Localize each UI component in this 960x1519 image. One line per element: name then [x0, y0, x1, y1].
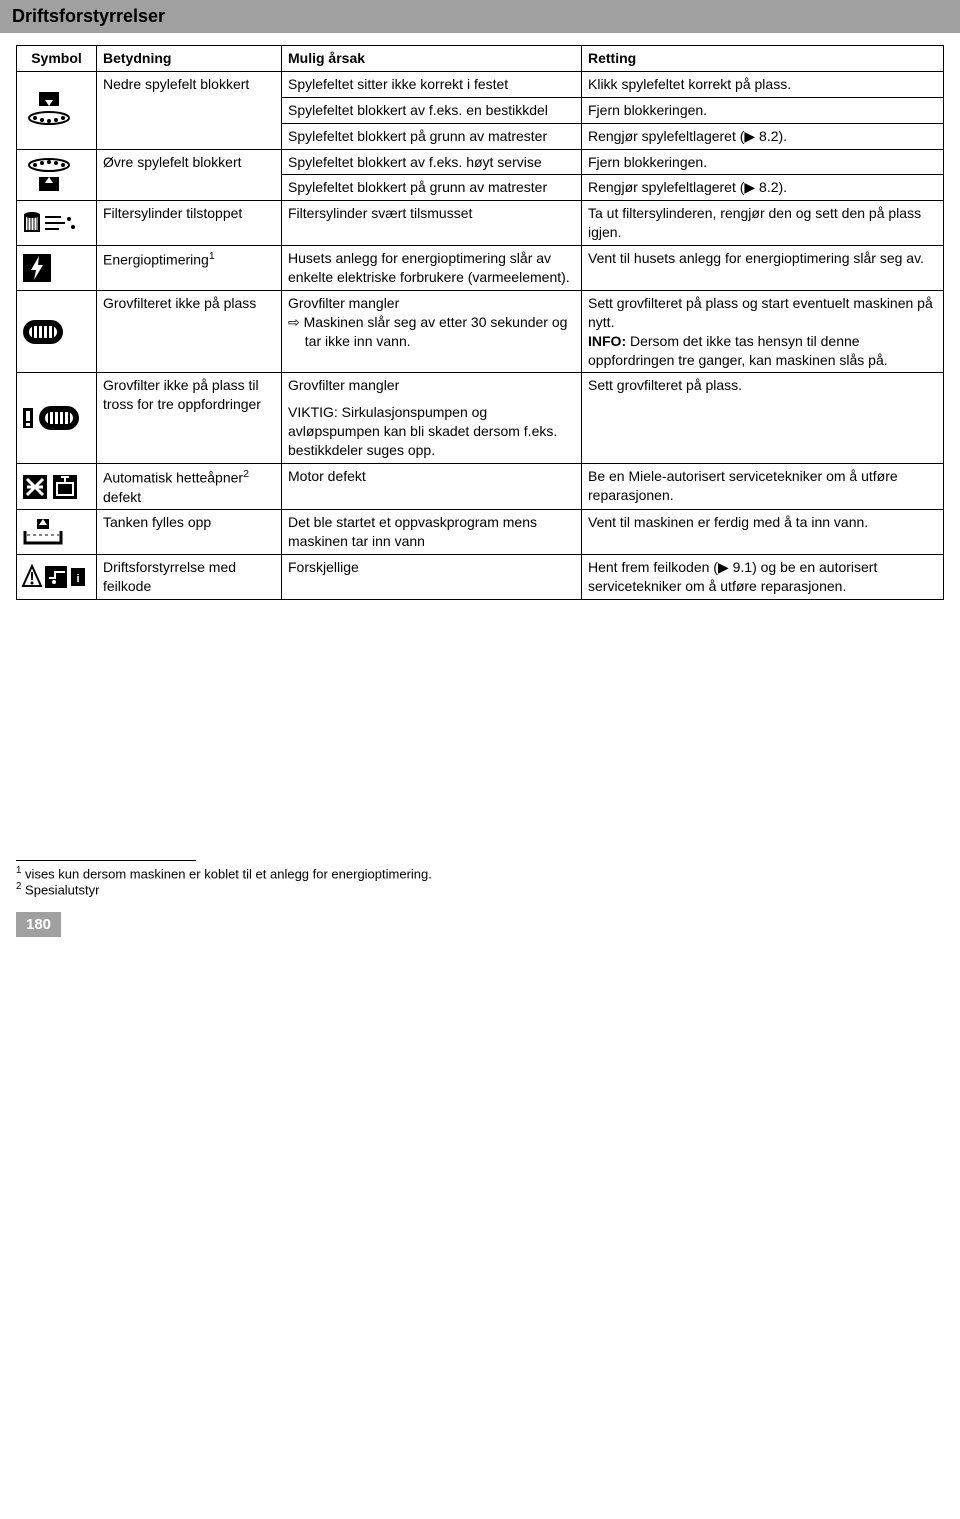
col-retting: Retting: [582, 46, 944, 72]
symbol-cell: [17, 71, 97, 149]
footnotes: 1 vises kun dersom maskinen er koblet ti…: [0, 860, 960, 898]
betydning-cell: Automatisk hetteåpner2 defekt: [97, 464, 282, 510]
betydning-cell: Driftsforstyrrelse med feilkode: [97, 555, 282, 600]
retting-line: Sett grovfilteret på plass og start even…: [588, 294, 937, 332]
betydning-text: Automatisk hetteåpner: [103, 470, 243, 486]
arsak-cell: Spylefeltet blokkert på grunn av matrest…: [282, 123, 582, 149]
arsak-line: VIKTIG: Sirkulasjonspumpen og avløpspump…: [288, 403, 575, 460]
retting-cell: Fjern blokkeringen.: [582, 149, 944, 175]
symbol-cell: [17, 510, 97, 555]
info-text: Dersom det ikke tas hensyn til denne opp…: [588, 333, 888, 368]
footnote-text: Spesialutstyr: [21, 883, 99, 898]
filter-cylinder-icon: [21, 209, 81, 237]
table-row: Øvre spylefelt blokkert Spylefeltet blok…: [17, 149, 944, 175]
table-row: Energioptimering1 Husets anlegg for ener…: [17, 246, 944, 291]
energy-icon: [21, 252, 53, 284]
symbol-cell: [17, 373, 97, 464]
table-row: Nedre spylefelt blokkert Spylefeltet sit…: [17, 71, 944, 97]
tank-fill-icon: [21, 517, 65, 547]
retting-line: INFO: Dersom det ikke tas hensyn til den…: [588, 332, 937, 370]
footnote-line: 1 vises kun dersom maskinen er koblet ti…: [16, 865, 944, 881]
table-row: i Driftsforstyrrelse med feilkode Forskj…: [17, 555, 944, 600]
table-row: Automatisk hetteåpner2 defekt Motor defe…: [17, 464, 944, 510]
footnote-text: vises kun dersom maskinen er koblet til …: [21, 866, 431, 881]
arsak-cell: Spylefeltet blokkert av f.eks. høyt serv…: [282, 149, 582, 175]
page-number: 180: [16, 912, 61, 937]
footnote-ref: 2: [243, 468, 249, 480]
arsak-cell: Forskjellige: [282, 555, 582, 600]
arsak-cell: Spylefeltet blokkert av f.eks. en bestik…: [282, 97, 582, 123]
retting-cell: Be en Miele-autorisert servicetekniker o…: [582, 464, 944, 510]
table-row: Grovfilter ikke på plass til tross for t…: [17, 373, 944, 464]
betydning-cell: Tanken fylles opp: [97, 510, 282, 555]
symbol-cell: [17, 201, 97, 246]
col-symbol: Symbol: [17, 46, 97, 72]
fault-table: Symbol Betydning Mulig årsak Retting Ned…: [16, 45, 944, 600]
arsak-cell: Husets anlegg for energioptimering slår …: [282, 246, 582, 291]
retting-cell: Klikk spylefeltet korrekt på plass.: [582, 71, 944, 97]
symbol-cell: [17, 246, 97, 291]
upper-spray-blocked-icon: [21, 155, 77, 195]
retting-cell: Vent til maskinen er ferdig med å ta inn…: [582, 510, 944, 555]
arsak-line: Grovfilter mangler: [288, 376, 575, 395]
arsak-cell: Filtersylinder svært tilsmusset: [282, 201, 582, 246]
lower-spray-blocked-icon: [21, 90, 77, 130]
betydning-cell: Nedre spylefelt blokkert: [97, 71, 282, 149]
retting-cell: Rengjør spylefeltlageret (▶ 8.2).: [582, 123, 944, 149]
fault-code-icon: i: [21, 564, 89, 590]
arsak-cell: Motor defekt: [282, 464, 582, 510]
auto-hood-defect-icon: [21, 473, 81, 501]
arsak-cell: Spylefeltet sitter ikke korrekt i festet: [282, 71, 582, 97]
footnote-divider: [16, 860, 196, 861]
table-header-row: Symbol Betydning Mulig årsak Retting: [17, 46, 944, 72]
coarse-filter-icon: [21, 318, 65, 346]
retting-cell: Hent frem feilkoden (▶ 9.1) og be en aut…: [582, 555, 944, 600]
spacer: [288, 395, 575, 403]
retting-cell: Ta ut filtersylinderen, rengjør den og s…: [582, 201, 944, 246]
arsak-cell: Det ble startet et oppvaskprogram mens m…: [282, 510, 582, 555]
retting-cell: Rengjør spylefeltlageret (▶ 8.2).: [582, 175, 944, 201]
arsak-cell: Grovfilter mangler ⇨ Maskinen slår seg a…: [282, 290, 582, 373]
footnote-line: 2 Spesialutstyr: [16, 881, 944, 897]
svg-text:i: i: [76, 573, 79, 585]
betydning-cell: Grovfilteret ikke på plass: [97, 290, 282, 373]
symbol-cell: [17, 464, 97, 510]
symbol-cell: [17, 290, 97, 373]
info-label: INFO:: [588, 333, 626, 349]
content-area: Symbol Betydning Mulig årsak Retting Ned…: [0, 33, 960, 600]
table-row: Tanken fylles opp Det ble startet et opp…: [17, 510, 944, 555]
col-betydning: Betydning: [97, 46, 282, 72]
retting-cell: Fjern blokkeringen.: [582, 97, 944, 123]
footnote-ref: 1: [209, 250, 215, 262]
retting-cell: Sett grovfilteret på plass.: [582, 373, 944, 464]
retting-cell: Sett grovfilteret på plass og start even…: [582, 290, 944, 373]
symbol-cell: [17, 149, 97, 201]
betydning-text: defekt: [103, 489, 141, 505]
coarse-filter-warning-icon: [21, 404, 85, 432]
betydning-cell: Øvre spylefelt blokkert: [97, 149, 282, 201]
table-row: Grovfilteret ikke på plass Grovfilter ma…: [17, 290, 944, 373]
col-arsak: Mulig årsak: [282, 46, 582, 72]
table-row: Filtersylinder tilstoppet Filtersylinder…: [17, 201, 944, 246]
arsak-cell: Spylefeltet blokkert på grunn av matrest…: [282, 175, 582, 201]
symbol-cell: i: [17, 555, 97, 600]
retting-cell: Vent til husets anlegg for energioptimer…: [582, 246, 944, 291]
betydning-text: Energioptimering: [103, 252, 209, 268]
arsak-line: ⇨ Maskinen slår seg av etter 30 sekunder…: [288, 313, 575, 351]
betydning-cell: Grovfilter ikke på plass til tross for t…: [97, 373, 282, 464]
arsak-cell: Grovfilter mangler VIKTIG: Sirkulasjonsp…: [282, 373, 582, 464]
arsak-line: Grovfilter mangler: [288, 294, 575, 313]
betydning-cell: Filtersylinder tilstoppet: [97, 201, 282, 246]
section-header: Driftsforstyrrelser: [0, 0, 960, 33]
betydning-cell: Energioptimering1: [97, 246, 282, 291]
